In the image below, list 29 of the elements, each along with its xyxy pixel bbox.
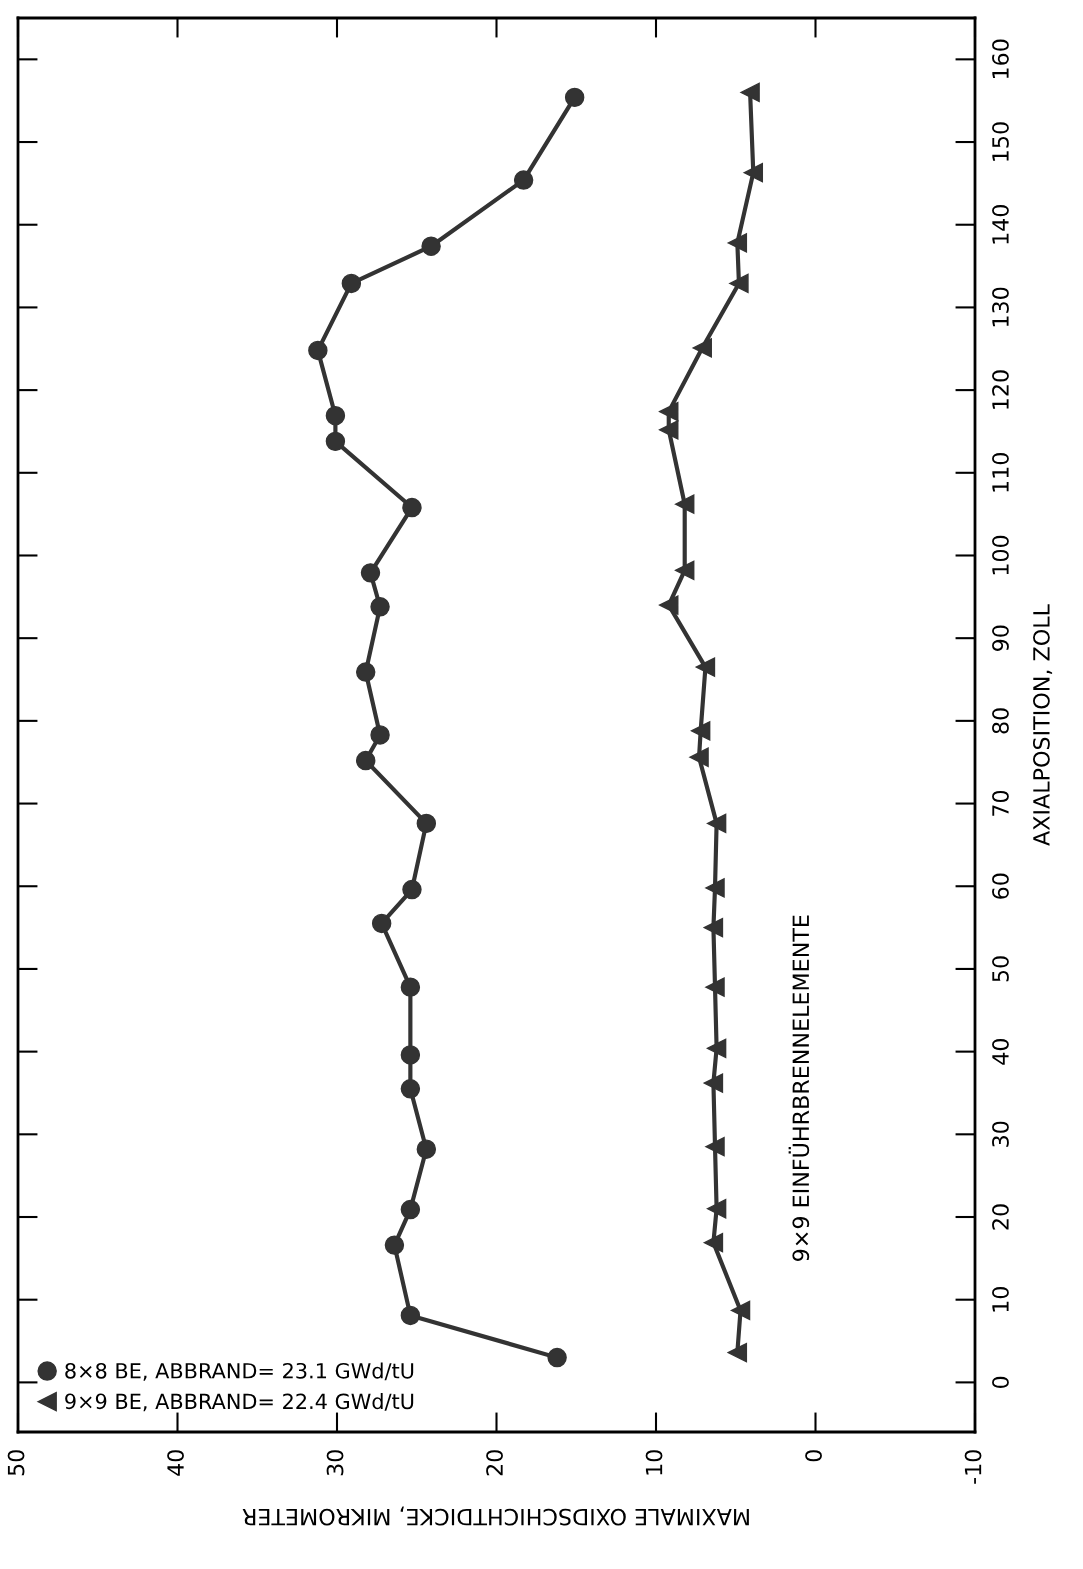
- y-tick-label: 100: [992, 535, 1009, 575]
- y-tick-label: 90: [992, 625, 1009, 651]
- x-tick-label: 50: [7, 1450, 25, 1476]
- y-tick-label: 130: [992, 287, 1009, 327]
- y-tick-label: 70: [992, 790, 1009, 816]
- annotation: 9×9 EINFÜHRBRENNELEMENTE: [788, 915, 810, 1261]
- y-axis-title: AXIALPOSITION, ZOLL: [1033, 604, 1053, 846]
- y-tick-label: 30: [992, 1121, 1009, 1147]
- x-tick-label: 30: [326, 1450, 344, 1476]
- y-tick-label: 40: [992, 1038, 1009, 1065]
- x-tick-label: 20: [486, 1450, 503, 1476]
- y-tick-label: 120: [992, 370, 1009, 409]
- x-axis-title: MAXIMALE OXIDSCHICHTDICKE, MIKROMETER: [242, 1506, 749, 1526]
- x-tick-label: -10: [964, 1450, 982, 1484]
- y-tick-label: 140: [992, 204, 1009, 244]
- x-tick-label: 40: [167, 1450, 184, 1476]
- y-tick-label: 160: [992, 39, 1009, 79]
- y-tick-label: 60: [992, 873, 1009, 899]
- y-tick-label: 20: [992, 1204, 1009, 1230]
- legend-label: 9×9 BE, ABBRAND= 22.4 GWd/tU: [65, 1393, 414, 1412]
- y-tick-label: 0: [992, 1376, 1009, 1388]
- x-tick-label: 10: [645, 1450, 663, 1475]
- x-tick-label: 0: [805, 1450, 822, 1462]
- legend-label: 8×8 BE, ABBRAND= 23.1 GWd/tU: [65, 1362, 414, 1381]
- y-tick-label: 110: [992, 453, 1009, 492]
- y-tick-label: 10: [992, 1287, 1009, 1312]
- y-tick-label: 80: [992, 708, 1009, 734]
- y-tick-label: 150: [992, 122, 1009, 161]
- y-tick-label: 50: [992, 956, 1009, 982]
